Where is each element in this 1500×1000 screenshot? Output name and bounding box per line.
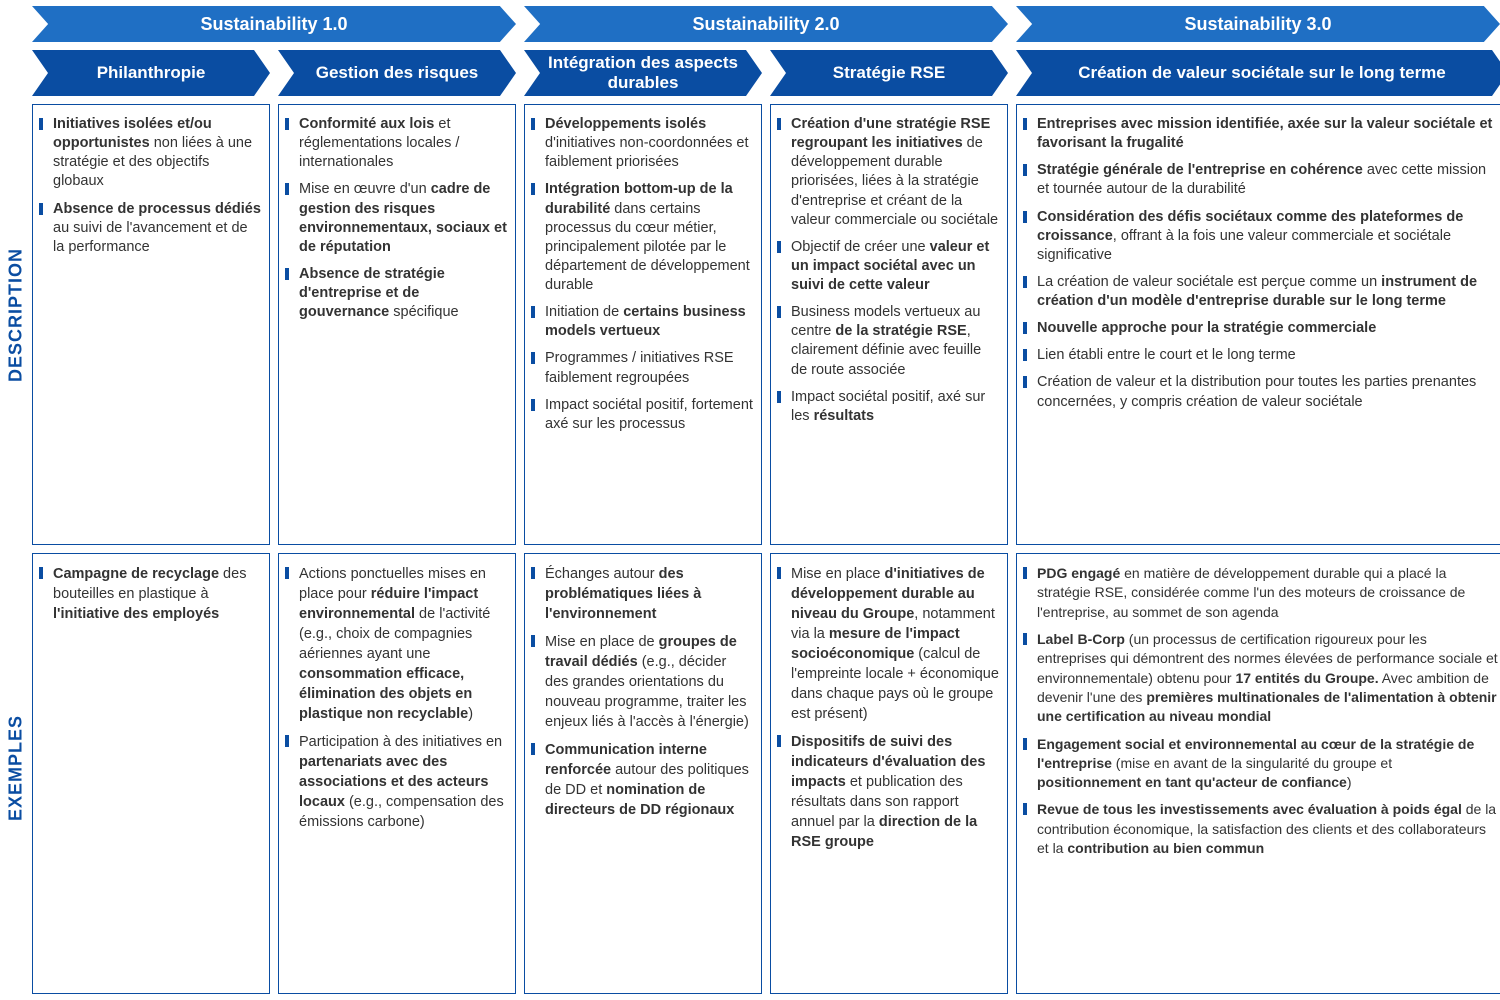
- examples-item: Engagement social et environnemental au …: [1023, 735, 1499, 793]
- phase-chevron-2: Sustainability 3.0: [1016, 6, 1500, 42]
- examples-item: Revue de tous les investissements avec é…: [1023, 800, 1499, 858]
- description-item: Création d'une stratégie RSE regroupant …: [777, 115, 999, 230]
- examples-item: Mise en place d'initiatives de développe…: [777, 564, 999, 724]
- description-row: Initiatives isolées et/ou opportunistes …: [32, 104, 1500, 545]
- examples-item: Mise en place de groupes de travail dédi…: [531, 632, 753, 732]
- description-item: Considération des défis sociétaux comme …: [1023, 208, 1499, 265]
- description-item: Impact sociétal positif, fortement axé s…: [531, 396, 753, 434]
- description-item: Nouvelle approche pour la stratégie comm…: [1023, 319, 1499, 338]
- examples-row: Campagne de recyclage des bouteilles en …: [32, 553, 1500, 994]
- examples-box-3: Mise en place d'initiatives de développe…: [770, 553, 1008, 994]
- description-box-2: Développements isolés d'initiatives non-…: [524, 104, 762, 545]
- examples-item: Communication interne renforcée autour d…: [531, 740, 753, 820]
- description-item: Mise en œuvre d'un cadre de gestion des …: [285, 180, 507, 257]
- column-chevron-3: Stratégie RSE: [770, 50, 1008, 96]
- column-chevron-4: Création de valeur sociétale sur le long…: [1016, 50, 1500, 96]
- description-box-0: Initiatives isolées et/ou opportunistes …: [32, 104, 270, 545]
- side-label-examples: EXEMPLES: [0, 541, 32, 994]
- description-item: Absence de stratégie d'entreprise et de …: [285, 265, 507, 322]
- description-box-3: Création d'une stratégie RSE regroupant …: [770, 104, 1008, 545]
- description-item: Business models vertueux au centre de la…: [777, 303, 999, 380]
- examples-box-0: Campagne de recyclage des bouteilles en …: [32, 553, 270, 994]
- description-item: Objectif de créer une valeur et un impac…: [777, 238, 999, 295]
- examples-item: Dispositifs de suivi des indicateurs d'é…: [777, 732, 999, 852]
- examples-box-1: Actions ponctuelles mises en place pour …: [278, 553, 516, 994]
- description-box-4: Entreprises avec mission identifiée, axé…: [1016, 104, 1500, 545]
- description-item: Conformité aux lois et réglementations l…: [285, 115, 507, 172]
- description-item: Absence de processus dédiés au suivi de …: [39, 200, 261, 257]
- description-item: Initiatives isolées et/ou opportunistes …: [39, 115, 261, 192]
- description-box-1: Conformité aux lois et réglementations l…: [278, 104, 516, 545]
- column-chevron-0: Philanthropie: [32, 50, 270, 96]
- description-item: Initiation de certains business models v…: [531, 303, 753, 341]
- examples-item: PDG engagé en matière de développement d…: [1023, 564, 1499, 622]
- examples-box-2: Échanges autour des problématiques liées…: [524, 553, 762, 994]
- examples-item: Participation à des initiatives en parte…: [285, 732, 507, 832]
- phase-chevron-0: Sustainability 1.0: [32, 6, 516, 42]
- phase-chevron-1: Sustainability 2.0: [524, 6, 1008, 42]
- column-header-row: PhilanthropieGestion des risquesIntégrat…: [32, 50, 1500, 96]
- phase-header-row: Sustainability 1.0Sustainability 2.0Sust…: [32, 6, 1500, 42]
- side-label-description: DESCRIPTION: [0, 88, 32, 541]
- description-item: Développements isolés d'initiatives non-…: [531, 115, 753, 172]
- description-item: Entreprises avec mission identifiée, axé…: [1023, 115, 1499, 153]
- description-item: Intégration bottom-up de la durabilité d…: [531, 180, 753, 295]
- description-item: Programmes / initiatives RSE faiblement …: [531, 349, 753, 387]
- description-item: Impact sociétal positif, axé sur les rés…: [777, 388, 999, 426]
- examples-box-4: PDG engagé en matière de développement d…: [1016, 553, 1500, 994]
- column-chevron-2: Intégration des aspects durables: [524, 50, 762, 96]
- column-chevron-1: Gestion des risques: [278, 50, 516, 96]
- examples-item: Label B-Corp (un processus de certificat…: [1023, 630, 1499, 727]
- description-item: Stratégie générale de l'entreprise en co…: [1023, 161, 1499, 199]
- description-item: Création de valeur et la distribution po…: [1023, 373, 1499, 411]
- examples-item: Échanges autour des problématiques liées…: [531, 564, 753, 624]
- description-item: La création de valeur sociétale est perç…: [1023, 273, 1499, 311]
- examples-item: Actions ponctuelles mises en place pour …: [285, 564, 507, 724]
- description-item: Lien établi entre le court et le long te…: [1023, 346, 1499, 365]
- examples-item: Campagne de recyclage des bouteilles en …: [39, 564, 261, 624]
